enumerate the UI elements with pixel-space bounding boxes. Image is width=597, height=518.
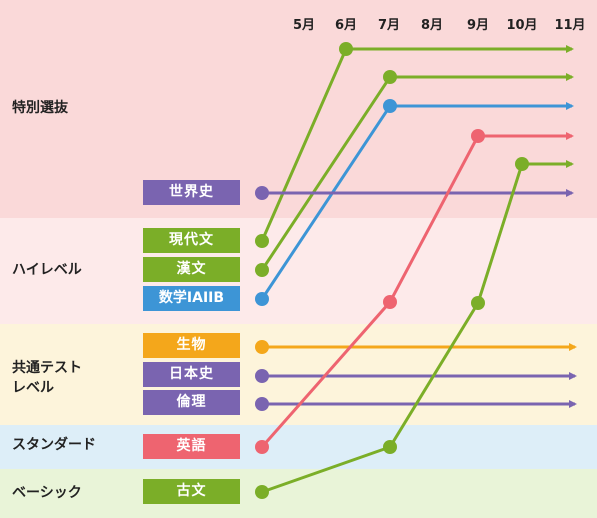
subject-kobun: 古文 [143, 479, 240, 504]
node-gendaibun-rise [339, 42, 353, 56]
month-label: 10月 [506, 18, 538, 33]
subject-gendaibun: 現代文 [143, 228, 240, 253]
node-gendaibun-start [255, 234, 269, 248]
path-eigo [260, 132, 574, 448]
month-label: 11月 [554, 18, 586, 33]
node-kobun-start [255, 485, 269, 499]
node-eigo-rise [471, 129, 485, 143]
band-tokubetsu: 特別選抜 [0, 0, 597, 218]
subject-kanbun: 漢文 [143, 257, 240, 282]
band-standard: スタンダード [0, 425, 597, 469]
node-seibutsu-start [255, 340, 269, 354]
subject-sekaishi: 世界史 [143, 180, 240, 205]
node-eigo-via [383, 295, 397, 309]
month-label: 6月 [334, 18, 358, 33]
subject-nihonshi: 日本史 [143, 362, 240, 387]
band-label-standard: スタンダード [12, 437, 96, 453]
subject-sugaku: 数学IAIIB [143, 286, 240, 311]
band-label-tokubetsu: 特別選抜 [12, 100, 68, 116]
node-kanbun-rise [383, 70, 397, 84]
subject-seibutsu: 生物 [143, 333, 240, 358]
node-nihonshi-start [255, 369, 269, 383]
node-kobun-rise [515, 157, 529, 171]
band-label-kyotsu: 共通テスト レベル [12, 360, 82, 396]
node-eigo-start [255, 440, 269, 454]
band-high: ハイレベル [0, 218, 597, 324]
band-basic: ベーシック [0, 469, 597, 518]
month-label: 7月 [377, 18, 401, 33]
node-kobun-via [383, 440, 397, 454]
month-label: 8月 [420, 18, 444, 33]
node-sekaishi-start [255, 186, 269, 200]
subject-rinri: 倫理 [143, 390, 240, 415]
band-label-basic: ベーシック [12, 485, 82, 501]
path-kobun [261, 160, 574, 494]
node-rinri-start [255, 397, 269, 411]
month-label: 9月 [466, 18, 490, 33]
node-sugaku-start [255, 292, 269, 306]
month-label: 5月 [292, 18, 316, 33]
node-kanbun-start [255, 263, 269, 277]
subject-eigo: 英語 [143, 434, 240, 459]
band-label-high: ハイレベル [12, 262, 82, 278]
node-sugaku-rise [383, 99, 397, 113]
node-kobun-via2 [471, 296, 485, 310]
